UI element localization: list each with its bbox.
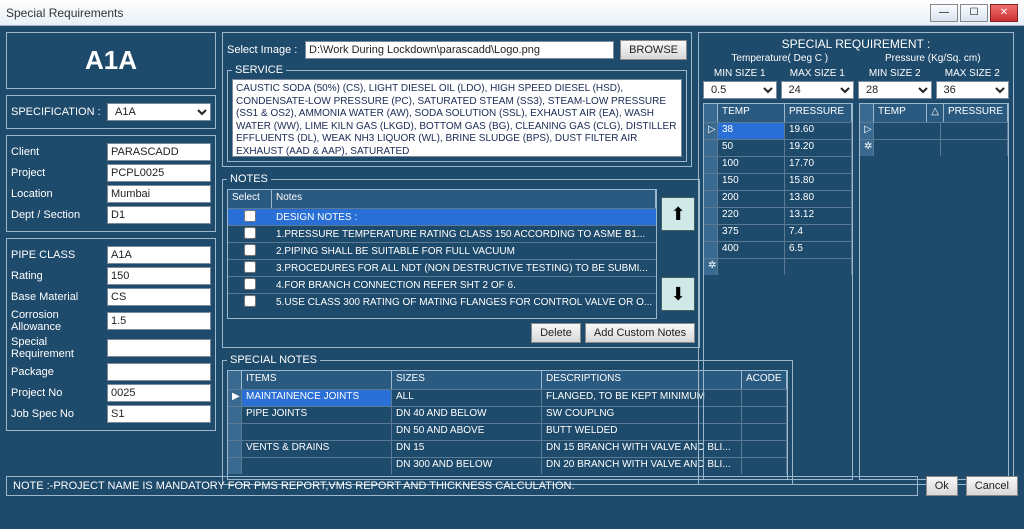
specialnotes-legend: SPECIAL NOTES xyxy=(227,354,320,366)
table-row[interactable]: ▷3819.60 xyxy=(704,122,852,139)
image-path-input[interactable] xyxy=(305,41,614,59)
move-up-button[interactable]: ⬆ xyxy=(661,197,695,231)
corr-input[interactable] xyxy=(107,312,211,330)
rating-input[interactable] xyxy=(107,267,211,285)
notes-grid[interactable]: Select Notes DESIGN NOTES :1.PRESSURE TE… xyxy=(227,189,657,319)
browse-button[interactable]: BROWSE xyxy=(620,40,687,60)
sr-grid-1[interactable]: TEMPPRESSURE ▷3819.605019.2010017.701501… xyxy=(703,103,853,480)
minimize-button[interactable]: — xyxy=(930,4,958,22)
row-checkbox[interactable] xyxy=(244,227,256,239)
maximize-button[interactable]: ☐ xyxy=(960,4,988,22)
code-panel: A1A xyxy=(6,32,216,89)
pkg-input[interactable] xyxy=(107,363,211,381)
move-down-button[interactable]: ⬇ xyxy=(661,277,695,311)
project-input[interactable] xyxy=(107,164,211,182)
table-row[interactable]: 5019.20 xyxy=(704,139,852,156)
table-row[interactable]: 1.PRESSURE TEMPERATURE RATING CLASS 150 … xyxy=(228,225,656,242)
row-checkbox[interactable] xyxy=(244,278,256,290)
basemat-label: Base Material xyxy=(11,291,103,303)
minsize2-select[interactable]: 28 xyxy=(858,81,932,99)
project-label: Project xyxy=(11,167,103,179)
table-row[interactable]: 5.USE CLASS 300 RATING OF MATING FLANGES… xyxy=(228,293,656,310)
footer-note: NOTE :-PROJECT NAME IS MANDATORY FOR PMS… xyxy=(6,476,918,496)
location-input[interactable] xyxy=(107,185,211,203)
service-legend: SERVICE xyxy=(232,64,286,76)
window-title: Special Requirements xyxy=(6,6,930,20)
maxsize1-select[interactable]: 24 xyxy=(781,81,855,99)
client-label: Client xyxy=(11,146,103,158)
table-row[interactable]: 20013.80 xyxy=(704,190,852,207)
cancel-button[interactable]: Cancel xyxy=(966,476,1018,496)
ok-button[interactable]: Ok xyxy=(926,476,958,496)
delete-button[interactable]: Delete xyxy=(531,323,581,343)
sreq-input[interactable] xyxy=(107,339,211,357)
client-input[interactable] xyxy=(107,143,211,161)
table-row[interactable]: 3757.4 xyxy=(704,224,852,241)
corr-label: Corrosion Allowance xyxy=(11,309,103,333)
dept-label: Dept / Section xyxy=(11,209,103,221)
jobspec-label: Job Spec No xyxy=(11,408,103,420)
close-button[interactable]: ✕ xyxy=(990,4,1018,22)
image-label: Select Image : xyxy=(227,44,299,56)
row-checkbox[interactable] xyxy=(244,244,256,256)
maxsize2-select[interactable]: 36 xyxy=(936,81,1010,99)
notes-col-select: Select xyxy=(228,190,272,208)
notes-legend: NOTES xyxy=(227,173,271,185)
sreq-label: Special Requirement xyxy=(11,336,103,360)
sr-title: SPECIAL REQUIREMENT : xyxy=(703,37,1009,51)
basemat-input[interactable] xyxy=(107,288,211,306)
pipeclass-input[interactable] xyxy=(107,246,211,264)
table-row[interactable]: 22013.12 xyxy=(704,207,852,224)
notes-col-notes: Notes xyxy=(272,190,656,208)
minsize1-select[interactable]: 0.5 xyxy=(703,81,777,99)
table-row[interactable]: 15015.80 xyxy=(704,173,852,190)
projno-input[interactable] xyxy=(107,384,211,402)
row-checkbox[interactable] xyxy=(244,295,256,307)
spec-label: SPECIFICATION : xyxy=(11,106,103,118)
row-checkbox[interactable] xyxy=(244,261,256,273)
dept-input[interactable] xyxy=(107,206,211,224)
table-row[interactable]: 4.FOR BRANCH CONNECTION REFER SHT 2 OF 6… xyxy=(228,276,656,293)
pkg-label: Package xyxy=(11,366,103,378)
sr-grid-2[interactable]: TEMP△PRESSURE ▷ ✲ xyxy=(859,103,1009,480)
service-text[interactable]: CAUSTIC SODA (50%) (CS), LIGHT DIESEL OI… xyxy=(232,79,682,157)
table-row[interactable]: 3.PROCEDURES FOR ALL NDT (NON DESTRUCTIV… xyxy=(228,259,656,276)
table-row[interactable]: 10017.70 xyxy=(704,156,852,173)
titlebar: Special Requirements — ☐ ✕ xyxy=(0,0,1024,26)
pipeclass-label: PIPE CLASS xyxy=(11,249,103,261)
rating-label: Rating xyxy=(11,270,103,282)
location-label: Location xyxy=(11,188,103,200)
projno-label: Project No xyxy=(11,387,103,399)
add-custom-notes-button[interactable]: Add Custom Notes xyxy=(585,323,695,343)
table-row[interactable]: 4006.5 xyxy=(704,241,852,258)
table-row[interactable]: DESIGN NOTES : xyxy=(228,208,656,225)
sr-sub-press: Pressure (Kg/Sq. cm) xyxy=(885,53,981,64)
jobspec-input[interactable] xyxy=(107,405,211,423)
table-row[interactable]: 2.PIPING SHALL BE SUITABLE FOR FULL VACU… xyxy=(228,242,656,259)
big-code: A1A xyxy=(11,37,211,84)
spec-select[interactable]: A1A xyxy=(107,103,211,121)
sr-sub-temp: Temperature( Deg C ) xyxy=(731,53,828,64)
row-checkbox[interactable] xyxy=(244,210,256,222)
